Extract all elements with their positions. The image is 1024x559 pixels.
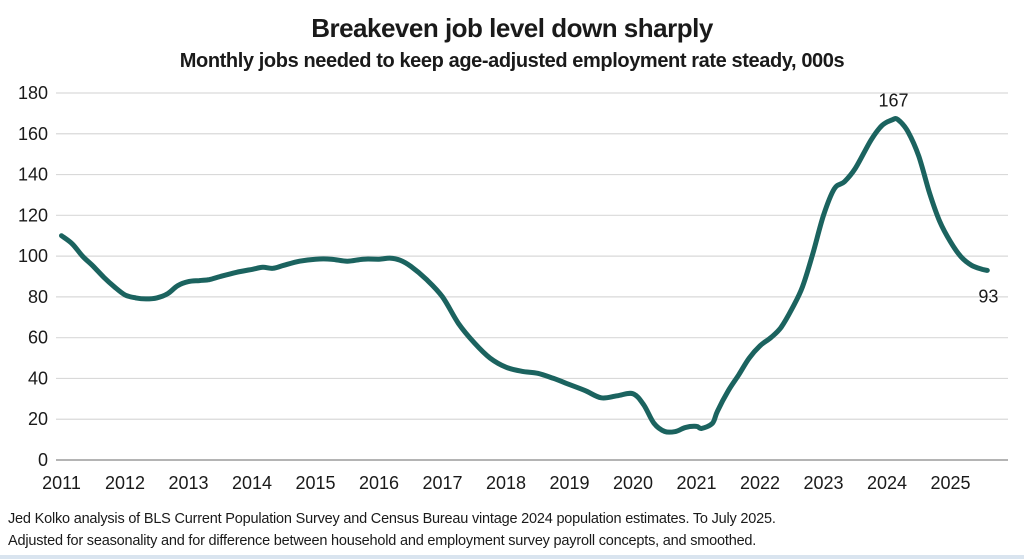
source-note: Jed Kolko analysis of BLS Current Popula… <box>8 508 1008 552</box>
source-note-line1: Jed Kolko analysis of BLS Current Popula… <box>8 511 776 527</box>
x-tick-label: 2017 <box>422 473 462 493</box>
x-tick-label: 2011 <box>42 473 81 493</box>
x-tick-label: 2025 <box>930 473 970 493</box>
x-tick-label: 2023 <box>803 473 843 493</box>
y-tick-label: 180 <box>18 83 48 103</box>
x-tick-label: 2021 <box>676 473 716 493</box>
y-tick-label: 0 <box>38 450 48 470</box>
x-tick-label: 2012 <box>105 473 145 493</box>
x-tick-label: 2024 <box>867 473 907 493</box>
x-tick-label: 2020 <box>613 473 653 493</box>
data-label-93: 93 <box>978 286 998 306</box>
x-tick-label: 2019 <box>549 473 589 493</box>
data-label-167: 167 <box>879 91 909 111</box>
y-tick-label: 80 <box>28 287 48 307</box>
y-tick-label: 100 <box>18 246 48 266</box>
x-tick-label: 2014 <box>232 473 272 493</box>
x-tick-label: 2016 <box>359 473 399 493</box>
y-tick-label: 140 <box>18 165 48 185</box>
y-tick-label: 160 <box>18 124 48 144</box>
chart-title: Breakeven job level down sharply <box>311 13 713 43</box>
bottom-edge-strip <box>0 555 1024 559</box>
x-tick-label: 2013 <box>168 473 208 493</box>
x-tick-label: 2022 <box>740 473 780 493</box>
source-note-line2: Adjusted for seasonality and for differe… <box>8 533 757 549</box>
chart-subtitle: Monthly jobs needed to keep age-adjusted… <box>179 50 845 72</box>
y-tick-label: 40 <box>28 368 48 388</box>
y-tick-label: 20 <box>28 409 48 429</box>
x-tick-label: 2015 <box>295 473 335 493</box>
y-tick-label: 60 <box>28 328 48 348</box>
y-tick-label: 120 <box>18 205 48 225</box>
x-tick-label: 2018 <box>486 473 526 493</box>
breakeven-line-series <box>59 116 990 435</box>
